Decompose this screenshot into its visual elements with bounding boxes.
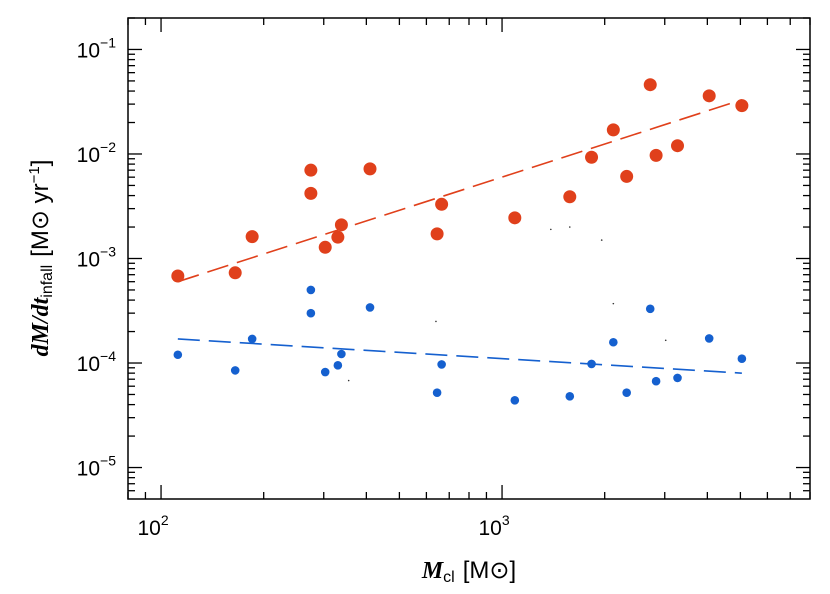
x-axis-sub: cl xyxy=(443,569,455,586)
data-point-series-2 xyxy=(230,366,240,375)
stray-point xyxy=(664,339,667,342)
x-tick-label: 102 xyxy=(137,512,168,540)
fit-lines xyxy=(177,99,743,374)
data-point-series-2 xyxy=(306,285,316,295)
data-point-series-1 xyxy=(318,240,332,254)
data-point-series-2 xyxy=(337,349,346,359)
y-axis-unit-sup: −1 xyxy=(26,166,43,183)
data-point-series-2 xyxy=(432,388,442,398)
data-point-series-1 xyxy=(508,211,522,225)
data-point-series-2 xyxy=(306,308,316,318)
data-point-series-1 xyxy=(620,169,634,183)
data-point-series-2 xyxy=(622,388,631,398)
x-tick-label: 103 xyxy=(478,512,509,540)
axis-ticks xyxy=(127,17,811,499)
data-point-series-1 xyxy=(430,227,444,241)
data-point-series-1 xyxy=(606,123,620,137)
fit-line-1 xyxy=(177,99,743,283)
stray-point xyxy=(568,226,571,228)
data-point-series-1 xyxy=(702,89,716,103)
data-point-series-2 xyxy=(645,304,655,314)
data-point-series-2 xyxy=(437,360,446,369)
y-axis-unit-pre: [M⊙ yr xyxy=(27,183,54,256)
data-point-series-2 xyxy=(247,334,257,344)
data-point-series-1 xyxy=(304,186,318,200)
x-axis-title: Mcl [M⊙] xyxy=(421,557,516,586)
stray-point xyxy=(347,379,350,382)
data-point-series-2 xyxy=(333,361,343,370)
data-point-series-1 xyxy=(435,197,449,211)
data-point-series-2 xyxy=(173,350,183,360)
y-axis-math: dM/dt xyxy=(28,296,54,356)
stray-point xyxy=(600,239,603,241)
data-point-series-1 xyxy=(171,269,185,283)
y-tick-label: 10−2 xyxy=(77,139,117,167)
data-point-series-2 xyxy=(651,376,661,386)
data-point-series-1 xyxy=(671,139,685,153)
stray-point xyxy=(435,320,437,323)
data-point-series-2 xyxy=(704,334,714,343)
x-axis-math: M xyxy=(421,558,445,584)
stray-point xyxy=(550,228,552,231)
data-point-series-1 xyxy=(735,99,749,113)
data-point-series-1 xyxy=(363,162,377,176)
data-point-series-2 xyxy=(565,392,575,401)
data-point-series-2 xyxy=(320,367,330,377)
y-tick-label: 10−5 xyxy=(77,453,117,481)
x-axis-unit: [M⊙] xyxy=(463,557,516,584)
data-point-series-1 xyxy=(331,230,345,244)
data-point-series-1 xyxy=(585,150,599,164)
y-axis-title: dM/dtinfall [M⊙ yr−1] xyxy=(26,160,56,357)
y-axis-unit-post: ] xyxy=(27,160,54,167)
y-tick-label: 10−1 xyxy=(77,34,117,62)
tick-labels: 102 103 10−5 10−4 10−3 10−2 10−1 xyxy=(77,34,510,540)
y-tick-label: 10−3 xyxy=(77,244,117,272)
data-point-series-2 xyxy=(737,354,747,363)
data-point-series-1 xyxy=(649,148,663,162)
y-tick-label: 10−4 xyxy=(77,348,117,376)
data-point-series-1 xyxy=(245,230,259,244)
data-point-series-1 xyxy=(228,266,242,280)
stray-point xyxy=(612,302,615,305)
data-point-series-2 xyxy=(510,395,520,405)
data-point-series-1 xyxy=(334,218,348,232)
data-point-series-1 xyxy=(643,78,657,92)
data-point-series-2 xyxy=(587,359,596,369)
stray-points xyxy=(347,226,667,382)
data-point-series-2 xyxy=(673,373,682,383)
data-point-series-2 xyxy=(365,303,375,312)
data-points xyxy=(171,78,749,405)
y-axis-sub: infall xyxy=(39,265,56,298)
data-point-series-1 xyxy=(304,163,318,177)
data-point-series-1 xyxy=(563,190,577,204)
fit-line-2 xyxy=(177,338,742,374)
data-point-series-2 xyxy=(609,337,618,347)
